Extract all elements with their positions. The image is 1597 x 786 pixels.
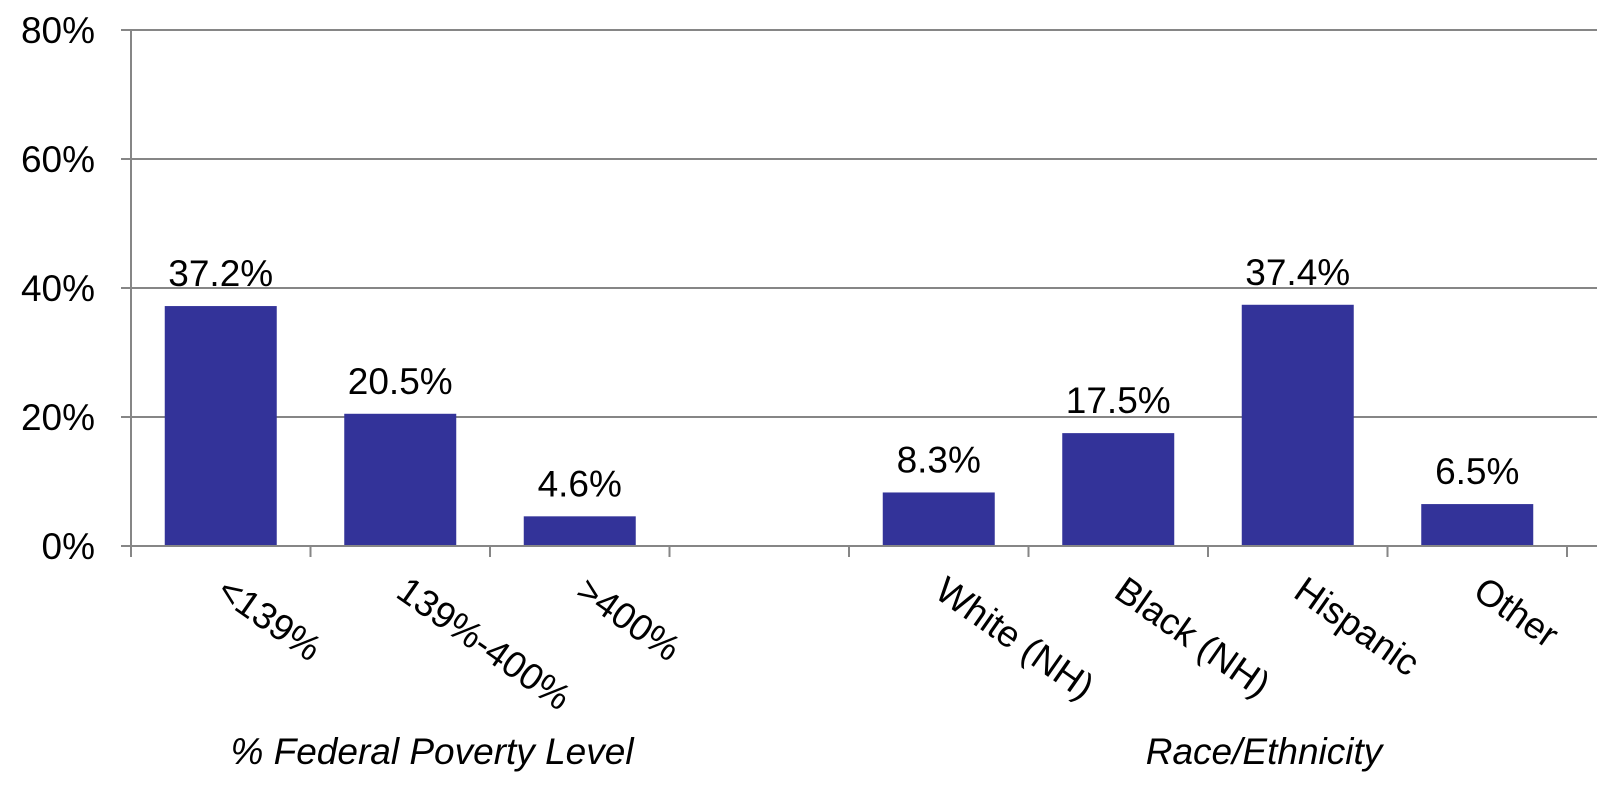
x-category-label: >400%: [569, 569, 688, 669]
x-category-label: Black (NH): [1108, 569, 1278, 705]
bar: [164, 306, 277, 546]
x-category-label: <139%: [210, 569, 329, 669]
y-tick-label: 40%: [21, 268, 95, 309]
y-tick-labels: 0% 20% 40% 60% 80%: [21, 10, 95, 567]
group-label: Race/Ethnicity: [1146, 731, 1385, 772]
data-label: 37.4%: [1245, 252, 1350, 293]
bar: [1241, 304, 1354, 546]
x-category-label: 139%-400%: [390, 569, 579, 718]
bar: [523, 516, 636, 546]
data-label: 37.2%: [168, 253, 273, 294]
group-label: % Federal Poverty Level: [230, 731, 635, 772]
data-label: 20.5%: [348, 361, 453, 402]
data-label: 17.5%: [1066, 380, 1171, 421]
bar: [882, 492, 995, 546]
x-category-label: Other: [1467, 569, 1566, 656]
bars: [164, 304, 1534, 546]
x-category-label: Hispanic: [1287, 569, 1427, 684]
x-category-label: White (NH): [928, 569, 1101, 708]
data-label: 6.5%: [1435, 451, 1519, 492]
bar: [1421, 504, 1534, 546]
gridlines: [131, 29, 1597, 418]
x-category-labels: <139% 139%-400%>400% White (NH) Black (NH) H…: [210, 569, 1566, 718]
axes: [121, 29, 1597, 557]
data-labels: 37.2% 20.5% 4.6% 8.3% 17.5% 37.4% 6.5%: [168, 252, 1519, 505]
data-label: 8.3%: [897, 439, 981, 480]
bar: [1062, 433, 1175, 546]
y-tick-label: 0%: [42, 526, 95, 567]
data-label: 4.6%: [538, 463, 622, 504]
y-tick-label: 60%: [21, 139, 95, 180]
group-labels: % Federal Poverty Level Race/Ethnicity: [230, 731, 1384, 772]
y-tick-label: 80%: [21, 10, 95, 51]
bar: [344, 413, 457, 546]
y-tick-label: 20%: [21, 397, 95, 438]
